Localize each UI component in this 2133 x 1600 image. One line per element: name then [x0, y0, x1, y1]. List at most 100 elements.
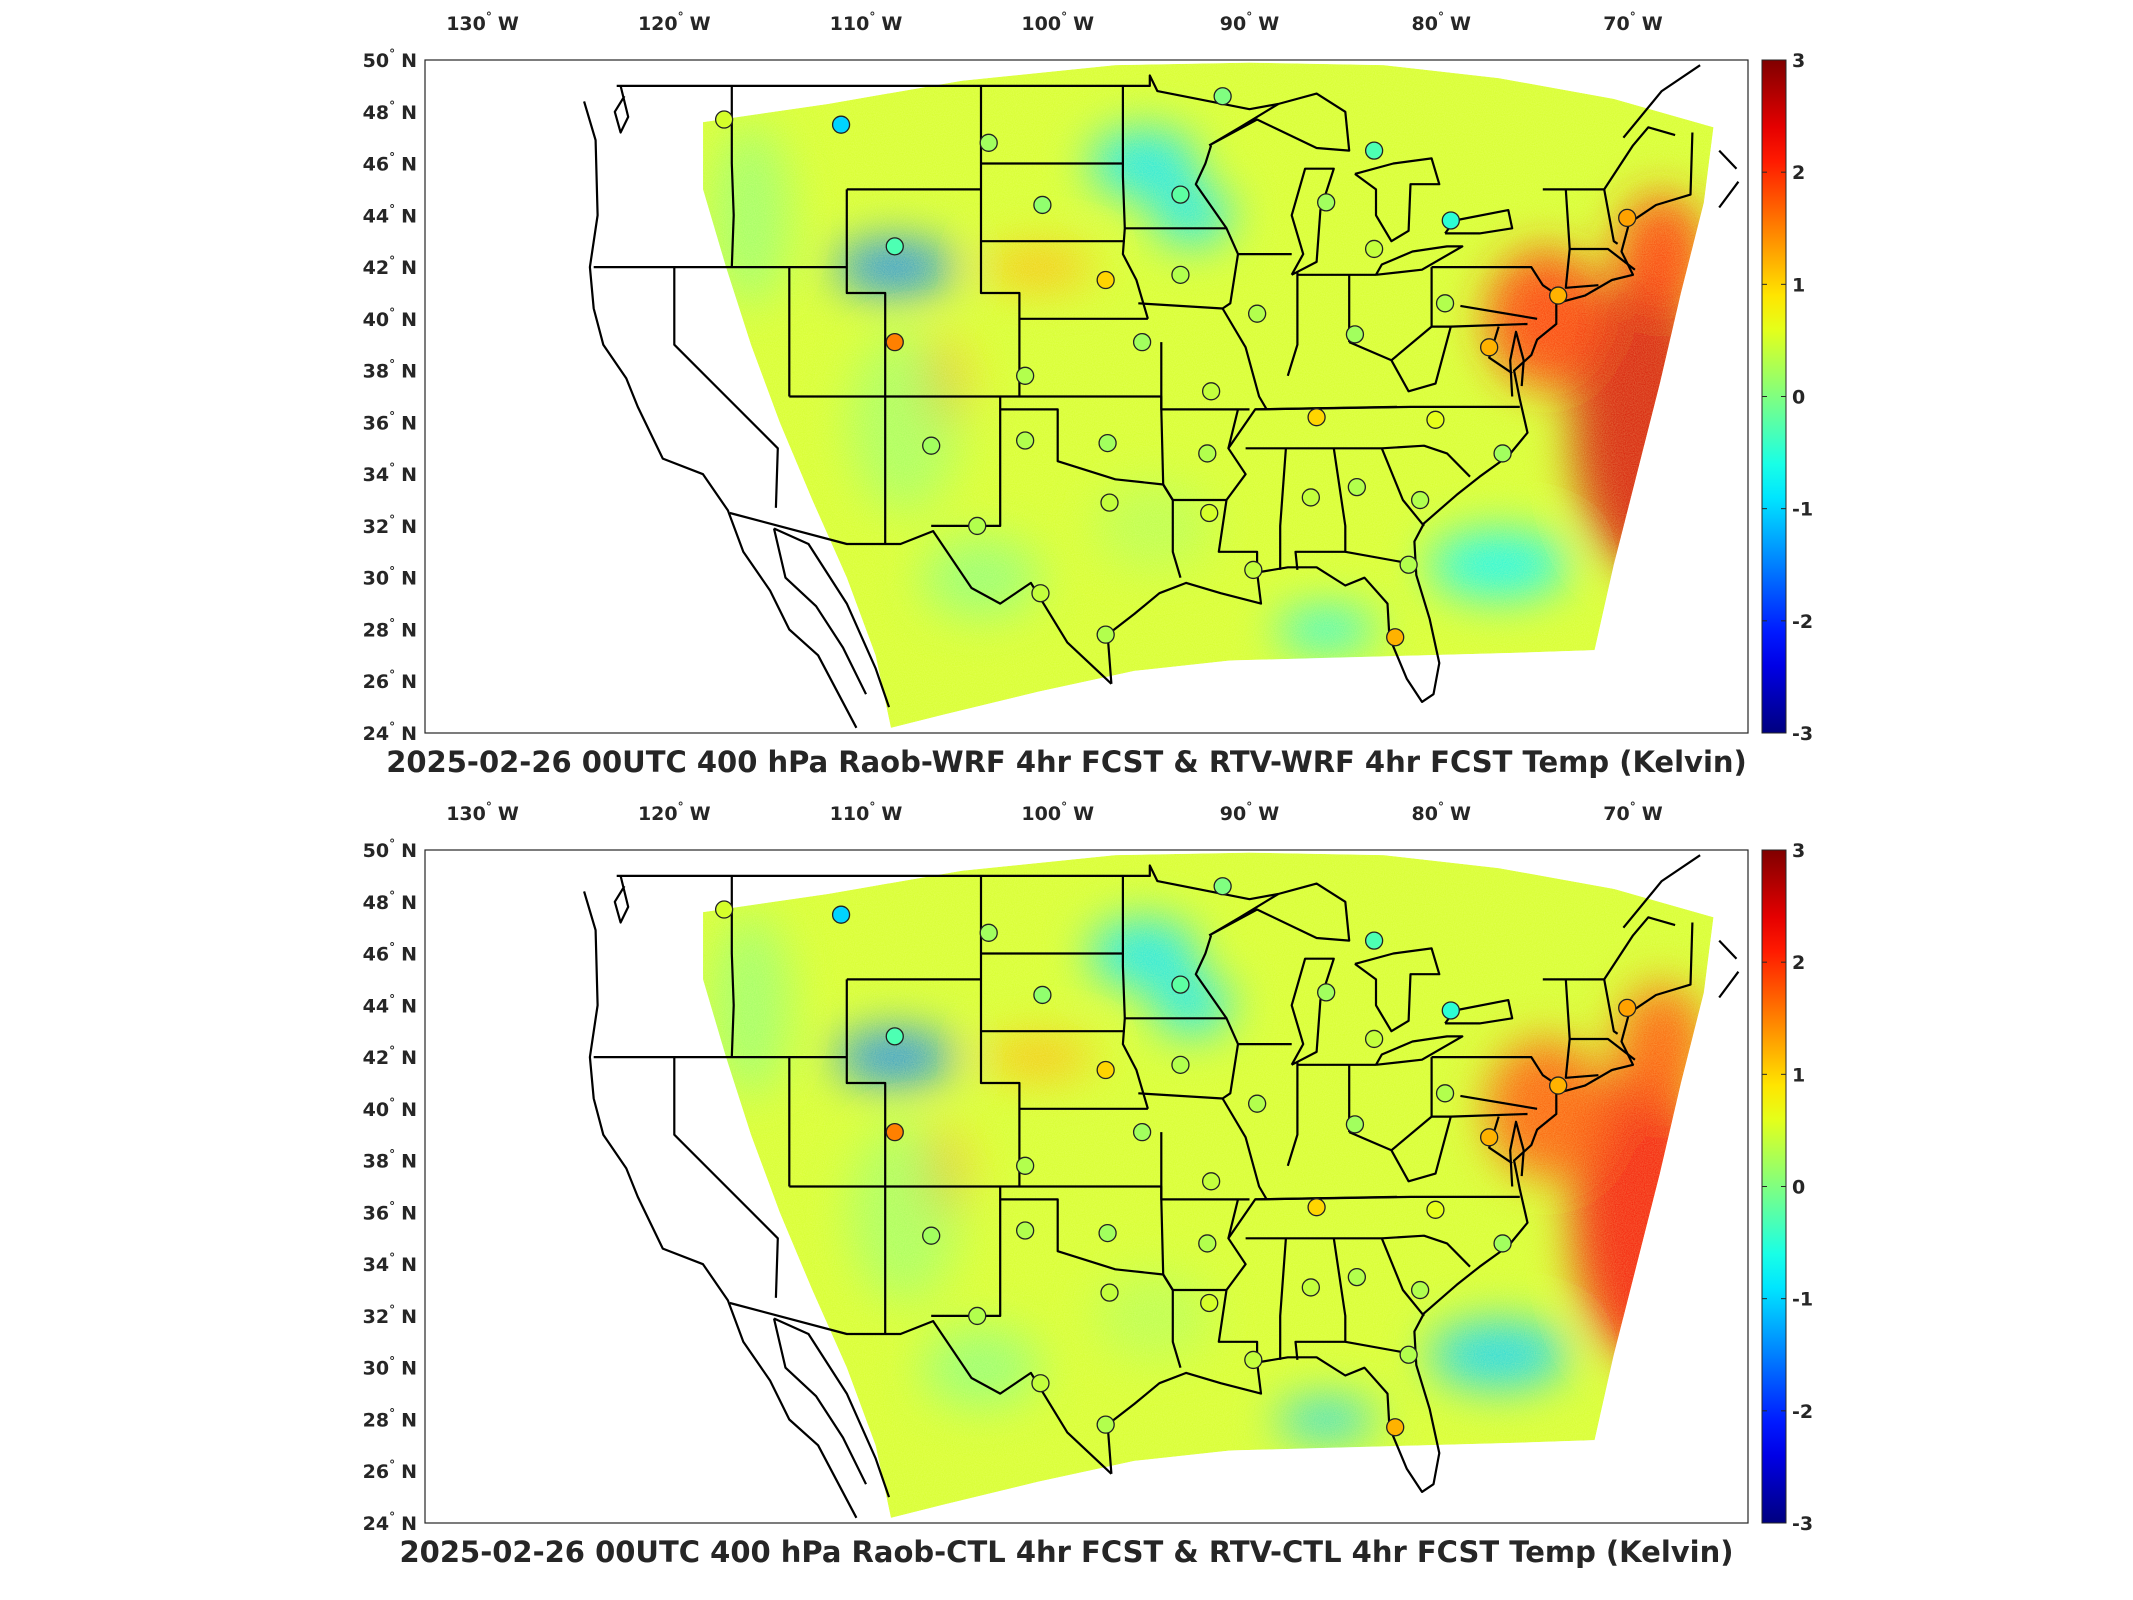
boundary-line	[1488, 1116, 1513, 1165]
boundaries	[583, 64, 1740, 729]
latitude-tick-label: 32° N	[363, 1303, 417, 1328]
raob-station-marker	[1410, 490, 1430, 510]
longitude-tick-label: 100° W	[1021, 10, 1094, 35]
longitude-tick-label: 130° W	[446, 800, 519, 825]
boundary-line	[1718, 149, 1738, 170]
longitude-tick-label: 90° W	[1220, 10, 1279, 35]
boundary-line	[1348, 1116, 1452, 1183]
raob-stations	[714, 87, 1637, 647]
boundary-line	[1221, 307, 1268, 410]
boundary-line	[1106, 132, 1694, 704]
raob-station-marker	[1244, 560, 1263, 580]
longitude-tick-label: 70° W	[1603, 800, 1662, 825]
colorbar-tick-label: -2	[1792, 1401, 1813, 1423]
raob-station-marker	[968, 1306, 987, 1326]
raob-station-marker	[1399, 555, 1418, 574]
boundary-line	[772, 1318, 867, 1485]
raob-station-marker	[1015, 1156, 1035, 1175]
colorbar-tick-label: -3	[1792, 723, 1813, 745]
latitude-tick-label: 28° N	[363, 616, 417, 641]
boundary-line	[1431, 1056, 1559, 1087]
boundary-line	[773, 1317, 891, 1498]
raob-station-marker	[1100, 1283, 1119, 1302]
boundary-line	[1718, 939, 1738, 960]
latitude-tick-label: 30° N	[363, 565, 417, 590]
raob-station-marker	[1015, 431, 1035, 450]
raob-station-marker	[1213, 877, 1232, 896]
raob-station-marker	[1364, 1029, 1384, 1049]
raob-station-marker	[1480, 338, 1499, 357]
boundary-line	[730, 85, 735, 268]
boundary-line	[1375, 245, 1464, 276]
latitude-tick-label: 30° N	[363, 1355, 417, 1380]
raob-station-marker	[1096, 1415, 1115, 1434]
boundary-line	[1718, 181, 1740, 209]
boundary-line	[1160, 1132, 1182, 1369]
colorbar-tick-label: 2	[1792, 162, 1805, 184]
latitude-tick-label: 50° N	[363, 837, 417, 862]
raob-station-marker	[1301, 488, 1320, 507]
raob-station-marker	[1435, 294, 1455, 313]
raob-station-marker	[1347, 477, 1367, 497]
raob-station-marker	[1347, 1267, 1367, 1287]
latitude-tick-label: 36° N	[363, 409, 417, 434]
raob-station-marker	[1132, 1122, 1152, 1142]
latitude-tick-label: 34° N	[363, 1251, 417, 1276]
raob-station-marker	[1132, 332, 1152, 352]
boundary-line	[1431, 266, 1559, 297]
latitude-tick-label: 32° N	[363, 513, 417, 538]
raob-station-marker	[1410, 1280, 1430, 1300]
boundary-line	[613, 85, 630, 134]
raob-station-marker	[885, 237, 904, 256]
map-figure: 130° W 120° W 110° W 100° W 90° W 80° W 70° W 50° N 48° N…	[363, 800, 1813, 1535]
raob-station-marker	[1618, 208, 1637, 228]
boundary-line	[1286, 1062, 1299, 1167]
latitude-tick-label: 36° N	[363, 1199, 417, 1224]
boundary-line	[1488, 326, 1513, 375]
boundary-line	[729, 511, 1113, 685]
raob-station-marker	[1015, 1221, 1035, 1240]
raob-station-marker	[1096, 270, 1115, 290]
boundary-line	[1160, 342, 1182, 579]
latitude-tick-label: 40° N	[363, 1096, 417, 1121]
raob-station-marker	[1201, 382, 1221, 401]
colorbar-tick-label: -2	[1792, 611, 1813, 633]
raob-station-marker	[1345, 1115, 1365, 1134]
boundary-line	[583, 101, 858, 729]
longitude-tick-label: 80° W	[1412, 10, 1471, 35]
boundary-line	[1460, 1094, 1538, 1110]
boundary-line	[1279, 1238, 1287, 1360]
latitude-tick-label: 50° N	[363, 47, 417, 72]
raob-station-marker	[1364, 239, 1384, 259]
boundary-line	[1208, 882, 1351, 942]
longitude-tick-label: 120° W	[638, 800, 711, 825]
latitude-tick-label: 44° N	[363, 202, 417, 227]
boundary-line	[1348, 326, 1452, 393]
boundary-line	[772, 528, 867, 695]
latitude-tick-label: 34° N	[363, 461, 417, 486]
boundary-line	[616, 74, 1279, 111]
colorbar-tick-label: 3	[1792, 840, 1805, 862]
latitude-tick-label: 42° N	[363, 1044, 417, 1069]
boundary-line	[673, 267, 779, 508]
latitude-tick-label: 44° N	[363, 992, 417, 1017]
map-panel-raob-wrf: 130° W 120° W 110° W 100° W 90° W 80° W 70° W 50° N 48° N…	[363, 10, 1813, 779]
raob-station-marker	[1200, 503, 1219, 523]
boundary-line	[1430, 1057, 1528, 1118]
raob-station-marker	[1031, 584, 1050, 603]
colorbar-tick-label: -1	[1792, 499, 1813, 521]
boundary-line	[1121, 875, 1149, 1110]
axes-frame	[424, 849, 1749, 1524]
latitude-tick-label: 28° N	[363, 1406, 417, 1431]
boundary-line	[1221, 1097, 1268, 1200]
map-figure: 130° W 120° W 110° W 100° W 90° W 80° W 70° W 50° N 48° N…	[363, 10, 1813, 745]
raob-station-marker	[1244, 1350, 1263, 1370]
longitude-tick-label: 80° W	[1412, 800, 1471, 825]
latitude-tick-label: 24° N	[363, 1510, 417, 1535]
boundary-line	[1194, 145, 1228, 229]
boundary-line	[1718, 971, 1740, 999]
raob-station-marker	[1198, 1234, 1217, 1253]
panel-title: 2025-02-26 00UTC 400 hPa Raob-WRF 4hr FC…	[386, 745, 1747, 779]
boundaries	[583, 854, 1740, 1519]
boundary-line	[616, 864, 1279, 901]
